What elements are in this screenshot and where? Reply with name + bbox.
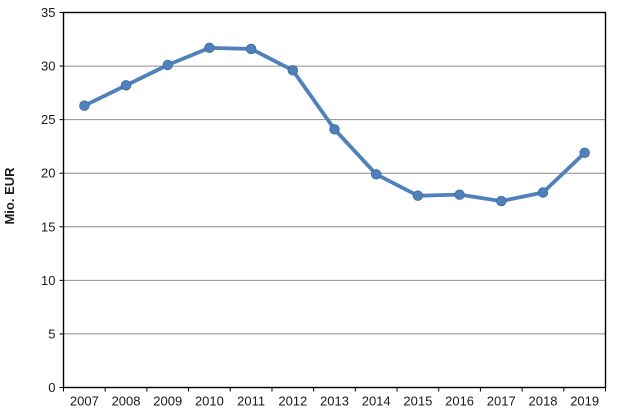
x-tick-label: 2010 [195,394,224,409]
data-point [329,124,340,135]
x-tick-label: 2016 [445,394,474,409]
data-point [245,43,257,55]
y-tick-label: 30 [41,59,55,74]
data-point [579,147,590,159]
data-point [120,80,132,91]
y-tick-label: 25 [41,112,55,127]
y-tick-label: 35 [41,5,55,20]
data-point [79,100,90,111]
x-tick-label: 2011 [237,394,265,409]
y-tick-label: 0 [48,380,55,395]
x-tick-label: 2015 [403,394,432,409]
data-point [287,65,299,76]
x-tick-label: 2019 [570,394,599,409]
data-point [412,190,424,201]
x-tick-label: 2008 [112,394,141,409]
data-point [204,42,215,54]
x-tick-label: 2007 [70,394,99,409]
data-point [370,169,382,180]
y-axis-title-label: Mio. EUR [2,167,17,225]
x-tick-label: 2014 [362,394,391,409]
x-tick-label: 2018 [529,394,558,409]
x-tick-label: 2009 [153,394,182,409]
data-point [537,187,549,198]
y-tick-label: 20 [41,166,55,181]
x-tick-label: 2012 [278,394,307,409]
data-point [496,195,507,207]
plot-border [62,11,607,389]
y-tick-label: 5 [48,326,55,341]
y-tick-label: 15 [41,219,55,234]
data-point [454,189,465,200]
x-tick-label: 2017 [487,394,516,409]
y-tick-label: 10 [41,273,55,288]
x-tick-label: 2013 [320,394,349,409]
data-point [162,59,173,71]
